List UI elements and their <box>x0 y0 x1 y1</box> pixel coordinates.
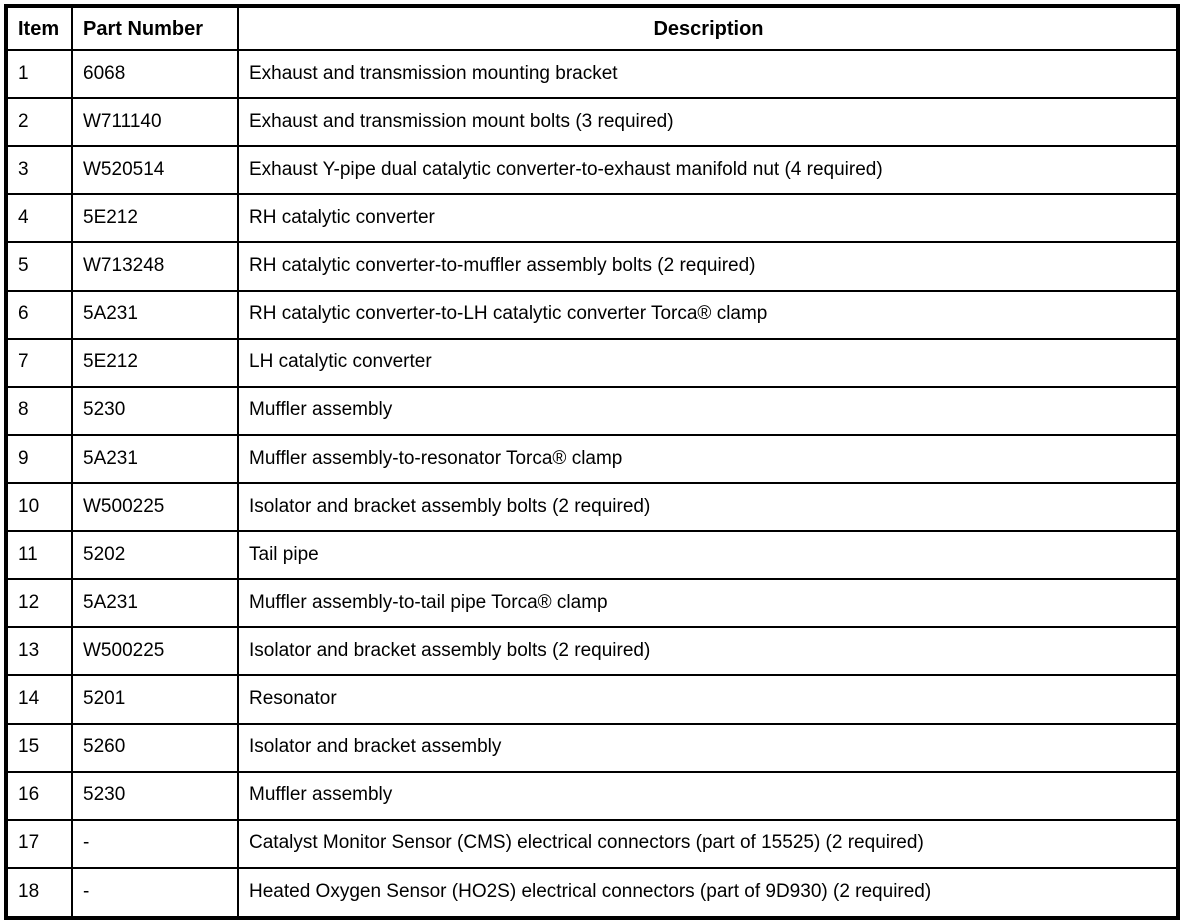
description-cell: Isolator and bracket assembly bolts (2 r… <box>237 626 1179 677</box>
part-number-cell: 5230 <box>71 770 239 821</box>
part-number-cell: 5201 <box>71 674 239 725</box>
table-row: 6 5A231 RH catalytic converter-to-LH cat… <box>5 289 1179 340</box>
part-number-cell: W711140 <box>71 97 239 148</box>
parts-table: Item Part Number Description 1 6068 Exha… <box>4 4 1180 920</box>
table-row: 11 5202 Tail pipe <box>5 530 1179 581</box>
table-row: 8 5230 Muffler assembly <box>5 385 1179 436</box>
description-cell: LH catalytic converter <box>237 337 1179 388</box>
table-row: 18 - Heated Oxygen Sensor (HO2S) electri… <box>5 866 1179 920</box>
description-cell: Resonator <box>237 674 1179 725</box>
part-number-cell: - <box>71 866 239 920</box>
part-number-cell: 5E212 <box>71 193 239 244</box>
part-number-cell: 5A231 <box>71 578 239 629</box>
table-row: 3 W520514 Exhaust Y-pipe dual catalytic … <box>5 145 1179 196</box>
table-row: 4 5E212 RH catalytic converter <box>5 193 1179 244</box>
part-number-cell: W520514 <box>71 145 239 196</box>
description-cell: Muffler assembly <box>237 385 1179 436</box>
table-row: 15 5260 Isolator and bracket assembly <box>5 722 1179 773</box>
description-cell: Exhaust and transmission mounting bracke… <box>237 48 1179 100</box>
table-row: 1 6068 Exhaust and transmission mounting… <box>5 48 1179 100</box>
table-row: 5 W713248 RH catalytic converter-to-muff… <box>5 241 1179 292</box>
table-row: 12 5A231 Muffler assembly-to-tail pipe T… <box>5 578 1179 629</box>
item-cell: 10 <box>5 481 73 533</box>
item-cell: 18 <box>5 866 73 920</box>
page: Item Part Number Description 1 6068 Exha… <box>0 4 1184 924</box>
part-number-cell: 5260 <box>71 722 239 773</box>
part-number-cell: - <box>71 818 239 869</box>
part-number-cell: 5A231 <box>71 289 239 340</box>
part-number-cell: 5230 <box>71 385 239 436</box>
item-cell: 17 <box>5 818 73 869</box>
part-number-cell: 6068 <box>71 48 239 100</box>
item-cell: 1 <box>5 48 73 100</box>
description-cell: RH catalytic converter <box>237 193 1179 244</box>
table-row: 16 5230 Muffler assembly <box>5 770 1179 821</box>
part-number-cell: W500225 <box>71 626 239 677</box>
item-cell: 9 <box>5 433 73 484</box>
description-cell: Heated Oxygen Sensor (HO2S) electrical c… <box>237 866 1179 920</box>
item-cell: 14 <box>5 674 73 725</box>
table-row: 14 5201 Resonator <box>5 674 1179 725</box>
description-cell: Muffler assembly-to-resonator Torca® cla… <box>237 433 1179 484</box>
description-cell: Exhaust Y-pipe dual catalytic converter-… <box>237 145 1179 196</box>
description-cell: Muffler assembly <box>237 770 1179 821</box>
part-number-cell: W500225 <box>71 481 239 533</box>
table-row: 2 W711140 Exhaust and transmission mount… <box>5 97 1179 148</box>
table-row: 9 5A231 Muffler assembly-to-resonator To… <box>5 433 1179 484</box>
item-cell: 16 <box>5 770 73 821</box>
description-cell: Isolator and bracket assembly <box>237 722 1179 773</box>
description-cell: RH catalytic converter-to-LH catalytic c… <box>237 289 1179 340</box>
part-number-cell: 5E212 <box>71 337 239 388</box>
header-description: Description <box>237 5 1179 51</box>
header-part-number: Part Number <box>71 5 239 51</box>
description-cell: RH catalytic converter-to-muffler assemb… <box>237 241 1179 292</box>
item-cell: 13 <box>5 626 73 677</box>
item-cell: 2 <box>5 97 73 148</box>
table-row: 17 - Catalyst Monitor Sensor (CMS) elect… <box>5 818 1179 869</box>
description-cell: Isolator and bracket assembly bolts (2 r… <box>237 481 1179 533</box>
description-cell: Tail pipe <box>237 530 1179 581</box>
part-number-cell: W713248 <box>71 241 239 292</box>
item-cell: 12 <box>5 578 73 629</box>
item-cell: 3 <box>5 145 73 196</box>
table-row: 10 W500225 Isolator and bracket assembly… <box>5 481 1179 533</box>
part-number-cell: 5A231 <box>71 433 239 484</box>
header-item: Item <box>5 5 73 51</box>
parts-table-body: 1 6068 Exhaust and transmission mounting… <box>5 48 1179 920</box>
item-cell: 7 <box>5 337 73 388</box>
description-cell: Muffler assembly-to-tail pipe Torca® cla… <box>237 578 1179 629</box>
parts-table-header: Item Part Number Description <box>5 5 1179 51</box>
table-row: 7 5E212 LH catalytic converter <box>5 337 1179 388</box>
description-cell: Exhaust and transmission mount bolts (3 … <box>237 97 1179 148</box>
item-cell: 15 <box>5 722 73 773</box>
part-number-cell: 5202 <box>71 530 239 581</box>
description-cell: Catalyst Monitor Sensor (CMS) electrical… <box>237 818 1179 869</box>
item-cell: 6 <box>5 289 73 340</box>
table-row: 13 W500225 Isolator and bracket assembly… <box>5 626 1179 677</box>
header-row: Item Part Number Description <box>5 5 1179 51</box>
item-cell: 5 <box>5 241 73 292</box>
item-cell: 11 <box>5 530 73 581</box>
item-cell: 8 <box>5 385 73 436</box>
item-cell: 4 <box>5 193 73 244</box>
